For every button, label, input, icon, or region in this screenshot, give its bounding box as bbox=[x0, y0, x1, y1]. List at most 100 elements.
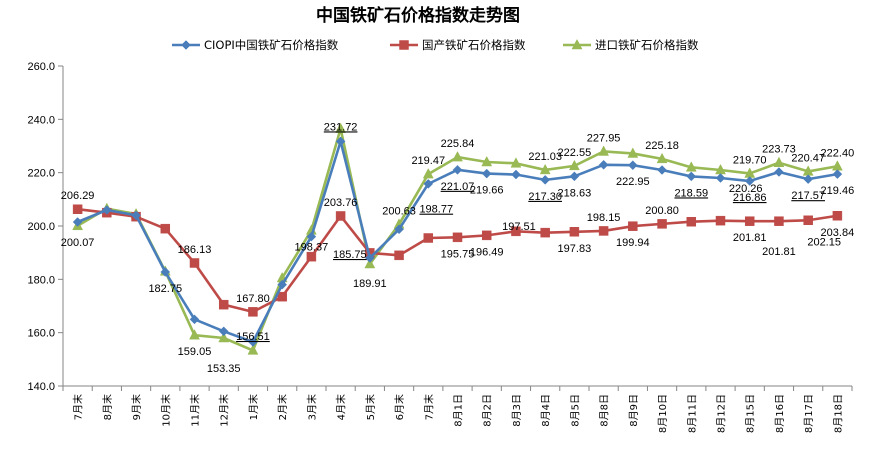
data-point bbox=[831, 160, 843, 171]
y-tick-label: 220.0 bbox=[27, 168, 55, 180]
data-point bbox=[422, 168, 434, 179]
y-tick-label: 140.0 bbox=[27, 381, 55, 393]
x-tick-label: 8月4日 bbox=[540, 394, 552, 427]
y-tick-label: 200.0 bbox=[27, 221, 55, 233]
data-point bbox=[511, 169, 521, 180]
data-label: 200.07 bbox=[61, 237, 95, 249]
data-label: 197.51 bbox=[502, 221, 536, 233]
data-point bbox=[540, 227, 550, 238]
data-point bbox=[481, 230, 492, 241]
data-label: 203.84 bbox=[821, 227, 855, 239]
x-tick-label: 9月末 bbox=[130, 394, 143, 420]
data-point bbox=[423, 233, 434, 243]
data-label: 156.51 bbox=[236, 331, 270, 343]
data-point bbox=[628, 221, 638, 231]
x-tick-label: 8月17日 bbox=[803, 394, 815, 433]
data-point bbox=[657, 165, 667, 175]
data-label: 217.30 bbox=[528, 191, 562, 203]
data-label: 182.75 bbox=[148, 283, 182, 295]
x-tick-label: 8月8日 bbox=[599, 394, 611, 427]
data-point bbox=[189, 329, 200, 340]
data-point bbox=[364, 257, 376, 269]
data-point bbox=[598, 226, 609, 236]
data-label: 221.03 bbox=[528, 151, 562, 163]
data-point bbox=[598, 145, 610, 156]
data-label: 153.35 bbox=[207, 363, 241, 375]
x-tick-label: 7月末 bbox=[422, 394, 435, 420]
data-point bbox=[803, 174, 814, 185]
legend-label: 国产铁矿石价格指数 bbox=[422, 38, 526, 52]
x-tick-label: 8月16日 bbox=[774, 394, 786, 433]
x-tick-label: 12月末 bbox=[218, 394, 231, 427]
data-label: 197.83 bbox=[558, 243, 592, 255]
data-label: 198.37 bbox=[295, 241, 329, 253]
data-point bbox=[715, 173, 726, 183]
y-tick-label: 240.0 bbox=[27, 114, 55, 126]
data-label: 201.81 bbox=[733, 232, 767, 244]
legend-marker bbox=[571, 38, 583, 50]
data-point bbox=[481, 155, 493, 167]
data-point bbox=[277, 291, 287, 302]
data-label: 222.40 bbox=[821, 147, 855, 159]
data-labels: 206.29 200.07 182.75 186.13 159.05 153.35 167.… bbox=[61, 121, 854, 375]
data-point bbox=[569, 227, 580, 237]
data-point bbox=[452, 164, 463, 175]
x-tick-label: 3月末 bbox=[305, 394, 318, 420]
axes: 140.0 160.0 180.0 200.0 220.0 240.0 260.0 7月末 8月… bbox=[27, 61, 853, 433]
data-point bbox=[423, 179, 434, 189]
data-point bbox=[540, 175, 551, 185]
data-label: 198.15 bbox=[587, 212, 621, 224]
x-tick-label: 1月末 bbox=[247, 394, 260, 420]
y-tick-label: 260.0 bbox=[27, 61, 55, 73]
data-point bbox=[160, 267, 171, 277]
data-point bbox=[773, 156, 785, 167]
data-point bbox=[774, 216, 784, 226]
data-point bbox=[247, 344, 259, 355]
data-label: 219.66 bbox=[470, 185, 504, 197]
data-label: 220.26 bbox=[729, 183, 763, 195]
data-point bbox=[803, 215, 813, 226]
data-label: 217.57 bbox=[791, 190, 825, 202]
data-point bbox=[218, 299, 229, 310]
data-point bbox=[510, 157, 522, 168]
data-label: 202.15 bbox=[807, 236, 841, 248]
x-tick-label: 8月15日 bbox=[745, 394, 757, 433]
data-label: 223.73 bbox=[762, 144, 796, 156]
data-point bbox=[189, 258, 200, 268]
legend-label: CIOPI中国铁矿石价格指数 bbox=[204, 38, 339, 52]
x-tick-label: 4月末 bbox=[335, 394, 348, 420]
data-point bbox=[248, 307, 258, 317]
x-tick-label: 8月末 bbox=[101, 394, 114, 420]
data-label: 196.49 bbox=[470, 246, 504, 258]
data-point bbox=[744, 216, 755, 226]
data-point bbox=[218, 331, 230, 343]
data-point bbox=[131, 210, 141, 221]
x-tick-label: 6月末 bbox=[393, 394, 406, 420]
series-layer bbox=[72, 122, 843, 355]
y-tick-label: 160.0 bbox=[27, 328, 55, 340]
data-point bbox=[306, 251, 317, 262]
data-label: 218.63 bbox=[558, 187, 592, 199]
data-label: 167.80 bbox=[236, 293, 270, 305]
x-tick-label: 5月末 bbox=[364, 394, 377, 420]
legend-marker bbox=[181, 40, 191, 50]
data-label: 201.81 bbox=[762, 246, 796, 258]
data-point bbox=[832, 211, 843, 221]
x-tick-label: 11月末 bbox=[189, 394, 202, 427]
legend-marker bbox=[399, 40, 409, 50]
data-point bbox=[364, 253, 375, 263]
data-point bbox=[686, 171, 697, 182]
data-point bbox=[511, 226, 521, 237]
data-point bbox=[627, 147, 639, 158]
data-label: 225.84 bbox=[441, 138, 475, 150]
data-label: 186.13 bbox=[178, 244, 212, 256]
x-tick-label: 8月9日 bbox=[628, 394, 640, 427]
data-point bbox=[335, 122, 347, 133]
x-tick-label: 8月12日 bbox=[716, 394, 728, 433]
data-label: 185.75 bbox=[333, 249, 367, 261]
data-label: 218.59 bbox=[674, 187, 708, 199]
data-label: 216.86 bbox=[733, 192, 767, 204]
data-label: 198.77 bbox=[419, 204, 453, 216]
